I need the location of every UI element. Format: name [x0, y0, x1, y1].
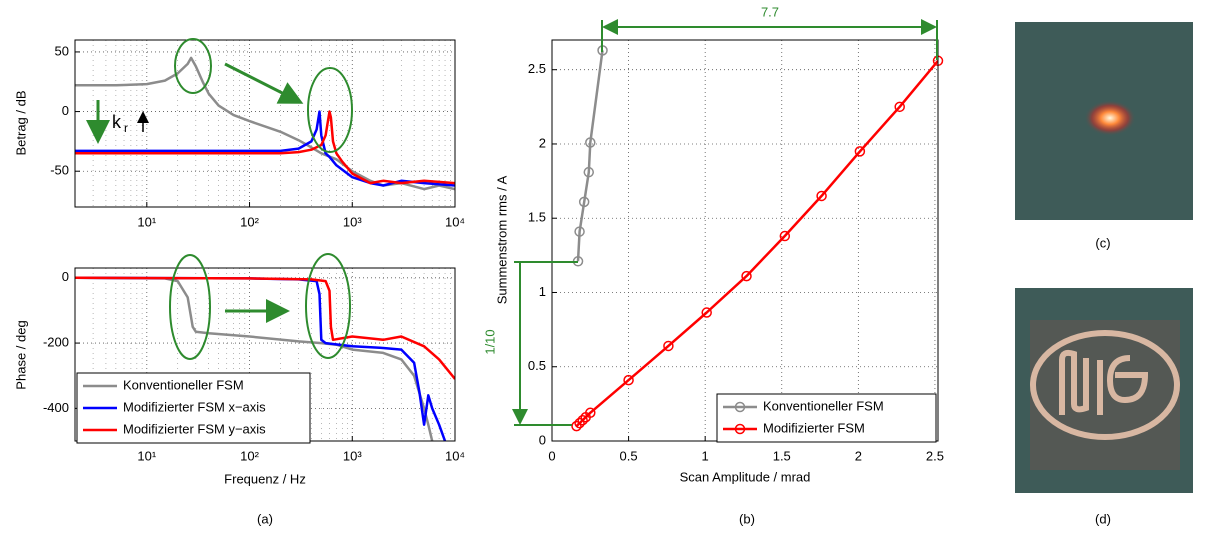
annotations-a: [86, 38, 353, 360]
legend-label: Konventioneller FSM: [763, 398, 884, 413]
legend-label: Konventioneller FSM: [123, 377, 244, 392]
marker: [701, 307, 712, 318]
marker: [854, 146, 866, 157]
caption: (b): [739, 511, 755, 526]
y-axis-label: Phase / deg: [13, 320, 28, 389]
y-tick-label: -400: [43, 400, 69, 415]
y-tick-label: 0: [62, 269, 69, 284]
legend-label: Modifizierter FSM x−axis: [123, 399, 266, 414]
y-tick-label: 50: [55, 43, 69, 58]
x-tick-label: 10²: [240, 448, 259, 463]
marker: [741, 270, 752, 282]
x-tick-label: 10¹: [137, 448, 156, 463]
marker: [894, 101, 905, 113]
x-tick-label: 1.5: [773, 448, 791, 463]
legend-box: [716, 393, 937, 443]
series-line: [75, 276, 434, 441]
marker: [663, 340, 674, 352]
legend-label: Modifizierter FSM y−axis: [123, 421, 266, 436]
y-tick-label: 2: [539, 135, 546, 150]
marker: [585, 407, 596, 419]
marker: [583, 166, 595, 178]
y-tick-label: -50: [50, 163, 69, 178]
marker: [574, 417, 585, 429]
x-tick-label: 2: [855, 448, 862, 463]
scan-pattern: [1030, 330, 1180, 440]
x-tick-label: 10²: [240, 214, 259, 229]
y-tick-label: 0: [62, 103, 69, 118]
series-line: [75, 276, 455, 380]
x-tick-label: 10⁴: [445, 214, 465, 229]
y-tick-label: 1: [539, 284, 546, 299]
marker: [623, 374, 634, 386]
legend-marker: [734, 401, 746, 413]
y-tick-label: 0: [539, 432, 546, 447]
x-axis-label: Frequenz / Hz: [224, 471, 306, 486]
caption: (c): [1095, 235, 1110, 250]
x-tick-label: 10³: [343, 214, 362, 229]
series-line: [75, 110, 455, 187]
marker: [578, 196, 590, 208]
marker: [779, 230, 791, 242]
y-tick-label: -200: [43, 335, 69, 350]
marker: [816, 190, 827, 202]
legend-marker: [734, 423, 746, 435]
x-tick-label: 0: [548, 448, 555, 463]
y-axis-label: Betrag / dB: [13, 90, 28, 155]
annotation: k: [112, 112, 122, 132]
x-tick-label: 10³: [343, 448, 362, 463]
plot-area: [75, 40, 455, 207]
caption: (d): [1095, 511, 1111, 526]
marker: [577, 414, 588, 426]
laser-spot: [1084, 100, 1136, 136]
series-line: [75, 110, 455, 185]
x-axis-label: Scan Amplitude / mrad: [680, 469, 811, 484]
y-tick-label: 0.5: [528, 358, 546, 373]
annotations-b: [512, 19, 938, 426]
x-tick-label: 10¹: [137, 214, 156, 229]
legend-label: Modifizierter FSM: [763, 420, 865, 435]
marker: [585, 137, 596, 148]
x-tick-label: 1: [702, 448, 709, 463]
y-tick-label: 1.5: [528, 210, 546, 225]
marker: [571, 420, 582, 432]
axes-box: [74, 39, 456, 208]
x-tick-label: 0.5: [620, 448, 638, 463]
caption: (a): [257, 511, 273, 526]
y-tick-label: 2.5: [528, 61, 546, 76]
annotation-sub: r: [124, 121, 128, 135]
annotation: 1/10: [482, 329, 497, 354]
scan-area: [1030, 320, 1180, 470]
y-axis-label: Summenstrom rms / A: [494, 175, 509, 304]
x-tick-label: 2.5: [926, 448, 944, 463]
marker: [574, 226, 585, 237]
annotation: 7.7: [761, 4, 779, 19]
plot-area: [552, 40, 938, 441]
x-tick-label: 10⁴: [445, 448, 465, 463]
